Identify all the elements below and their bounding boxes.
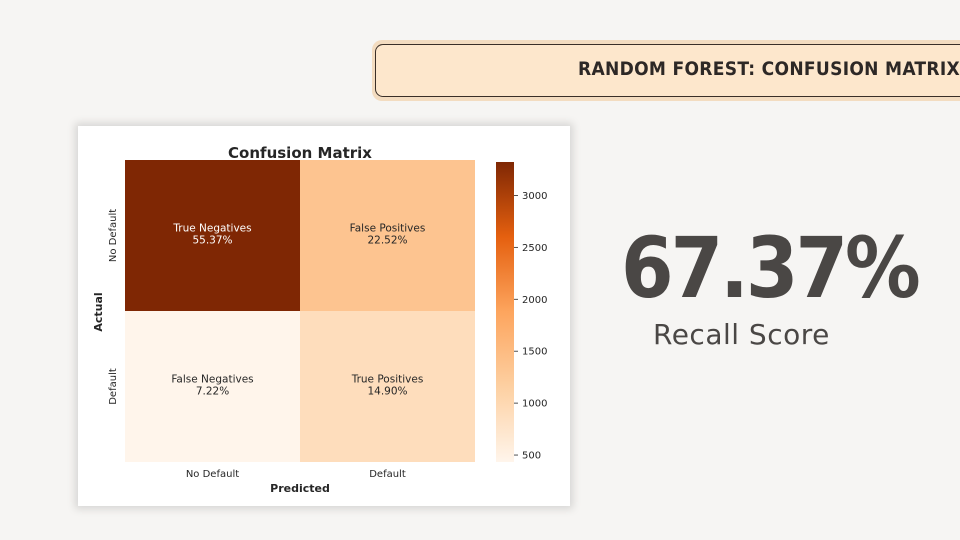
chart-card: True Negatives 55.37% False Positives 22.52… (78, 126, 570, 506)
colorbar-tick-label: 500 (522, 451, 541, 462)
colorbar-tick-label: 1000 (522, 399, 547, 410)
cell-label: False Positives (350, 223, 426, 235)
cell-label: True Negatives (172, 223, 251, 235)
y-tick-label: No Default (108, 209, 119, 262)
colorbar-tick-label: 2500 (522, 243, 547, 254)
cell-label: False Negatives (171, 374, 253, 386)
y-axis-label: Actual (92, 292, 105, 331)
cell-percent: 14.90% (367, 386, 407, 398)
heatmap-cell (300, 311, 475, 462)
title-banner: RANDOM FOREST: CONFUSION MATRIX (375, 44, 960, 97)
x-tick-label: Default (369, 469, 406, 480)
colorbar (496, 162, 514, 462)
recall-value: 67.37% (621, 219, 921, 317)
y-tick-label: Default (108, 368, 119, 405)
heatmap-cell (125, 160, 300, 311)
cell-label: True Positives (351, 374, 424, 386)
heatmap-cell (125, 311, 300, 462)
cell-percent: 55.37% (192, 235, 232, 247)
heatmap-cell (300, 160, 475, 311)
banner-title: RANDOM FOREST: CONFUSION MATRIX (578, 58, 960, 80)
cell-percent: 7.22% (196, 386, 229, 398)
chart-title: Confusion Matrix (228, 144, 372, 162)
colorbar-tick-label: 1500 (522, 347, 547, 358)
x-tick-label: No Default (186, 469, 239, 480)
recall-label: Recall Score (653, 318, 830, 351)
cell-percent: 22.52% (367, 235, 407, 247)
x-axis-label: Predicted (270, 482, 330, 495)
colorbar-tick-label: 2000 (522, 295, 547, 306)
colorbar-tick-label: 3000 (522, 191, 547, 202)
